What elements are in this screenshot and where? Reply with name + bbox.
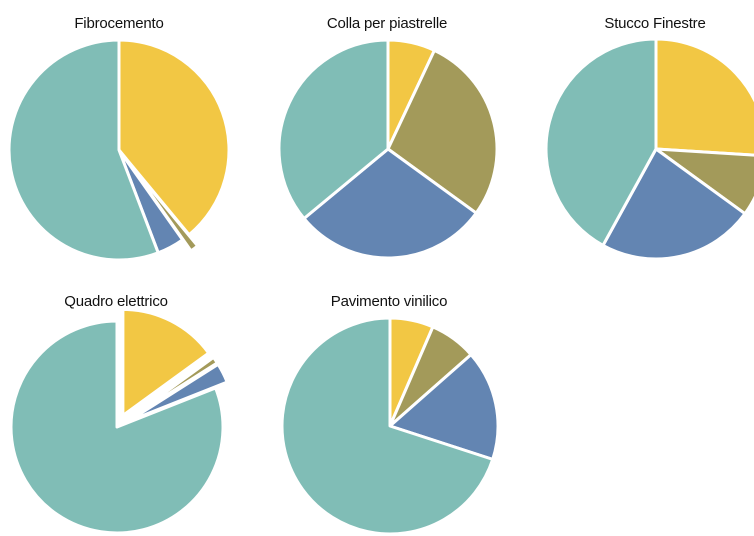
pie-slice-colla-per-piastrelle-2: [386, 48, 499, 215]
pie-slices-colla-per-piastrelle: [277, 38, 499, 260]
pie-slice-quadro-elettrico-3: [127, 362, 229, 423]
pie-chart-fibrocemento: Fibrocemento: [7, 15, 231, 262]
pie-slices-pavimento-vinilico: [280, 316, 500, 536]
pie-slices-quadro-elettrico: [9, 307, 229, 535]
pie-slice-stucco-finestre-1: [654, 37, 754, 157]
pie-chart-quadro-elettrico: Quadro elettrico: [9, 293, 229, 535]
pie-chart-pavimento-vinilico: Pavimento vinilico: [280, 293, 500, 536]
pie-title-quadro-elettrico: Quadro elettrico: [64, 293, 168, 310]
pie-chart-colla-per-piastrelle: Colla per piastrelle: [277, 15, 499, 260]
pie-title-pavimento-vinilico: Pavimento vinilico: [331, 293, 447, 310]
pie-slice-quadro-elettrico-4: [9, 319, 225, 535]
pie-chart-stucco-finestre: Stucco Finestre: [544, 15, 754, 261]
pie-title-stucco-finestre: Stucco Finestre: [604, 15, 705, 32]
pie-slices-fibrocemento: [7, 38, 231, 262]
pie-slices-stucco-finestre: [544, 37, 754, 261]
pie-slice-colla-per-piastrelle-4: [277, 38, 390, 220]
pie-title-fibrocemento: Fibrocemento: [74, 15, 163, 32]
pie-slice-fibrocemento-1: [117, 38, 231, 237]
pie-slice-fibrocemento-4: [7, 38, 160, 262]
pie-slice-fibrocemento-2: [126, 159, 200, 253]
pie-slice-stucco-finestre-4: [544, 37, 658, 247]
pie-slice-quadro-elettrico-2: [126, 355, 219, 422]
pie-slice-stucco-finestre-3: [601, 147, 747, 261]
pie-slice-quadro-elettrico-1: [121, 307, 211, 417]
pie-title-colla-per-piastrelle: Colla per piastrelle: [327, 15, 447, 32]
pie-slice-pavimento-vinilico-3: [388, 353, 500, 461]
pie-slice-pavimento-vinilico-4: [280, 316, 495, 536]
pie-slice-colla-per-piastrelle-3: [302, 147, 478, 260]
